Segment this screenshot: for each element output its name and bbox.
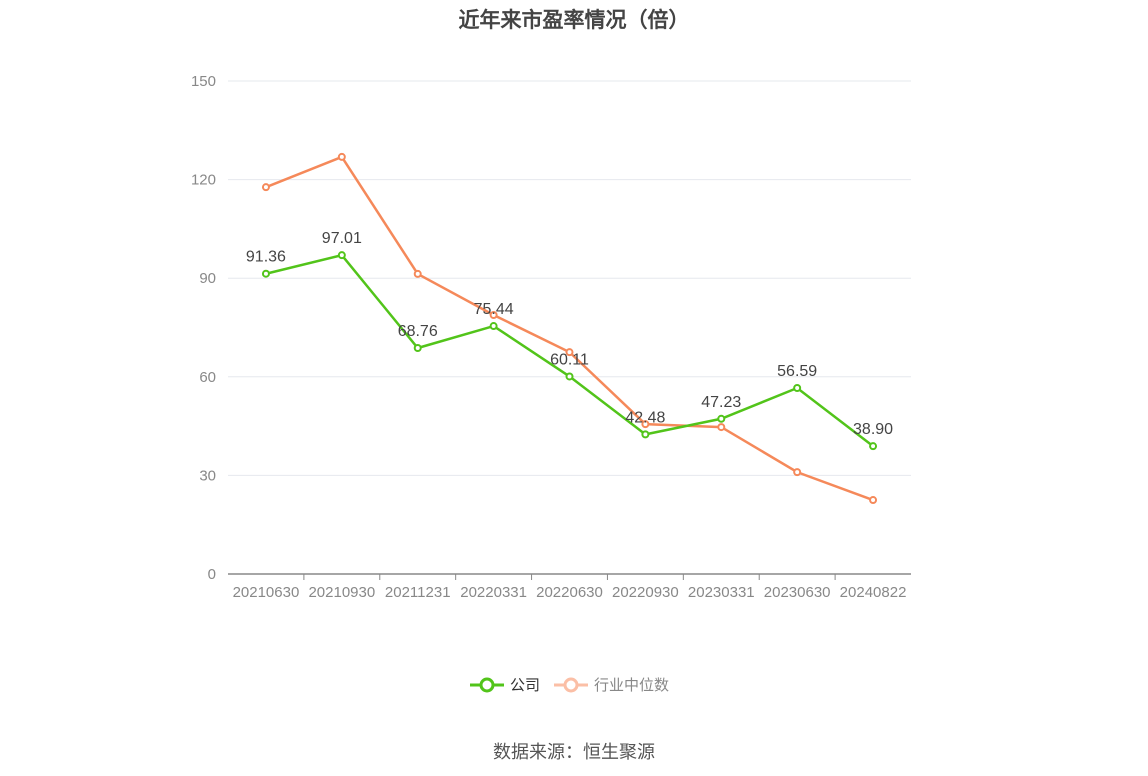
data-label: 38.90 (853, 421, 893, 438)
data-label: 47.23 (701, 394, 741, 411)
data-point (641, 420, 650, 429)
data-label: 42.48 (625, 409, 665, 426)
data-label: 75.44 (474, 301, 514, 318)
series-line-1 (265, 155, 874, 502)
x-tick-label: 20220630 (536, 584, 603, 601)
data-point (869, 496, 878, 505)
legend-item-company[interactable]: 公司 (470, 674, 540, 695)
y-tick-label: 60 (199, 369, 216, 386)
data-label: 56.59 (777, 363, 817, 380)
x-tick-label: 20240822 (840, 584, 907, 601)
y-tick-label: 90 (199, 270, 216, 287)
data-point (261, 183, 270, 192)
data-label: 97.01 (322, 230, 362, 247)
legend-marker-icon (554, 677, 589, 692)
data-point (489, 311, 498, 320)
data-point (413, 344, 422, 353)
data-point (869, 442, 878, 451)
legend-label: 公司 (510, 677, 541, 694)
data-point (641, 430, 650, 439)
x-tick-label: 20220331 (460, 584, 527, 601)
data-point (337, 152, 346, 161)
data-point (489, 322, 498, 331)
legend-item-industry-median[interactable]: 行业中位数 (554, 674, 669, 695)
data-point (261, 269, 270, 278)
line-chart: 0 30 60 90 120 150 20210630 20210930 20211231 202… (191, 73, 911, 601)
chart-title: 近年来市盈率情况（倍） (458, 9, 690, 32)
data-point (565, 348, 574, 357)
legend: 公司 行业中位数 (470, 674, 683, 695)
data-point (793, 468, 802, 477)
data-label: 91.36 (246, 249, 286, 266)
data-point (717, 414, 726, 423)
data-label: 60.11 (550, 351, 589, 368)
y-tick-label: 0 (208, 566, 216, 583)
legend-label: 行业中位数 (594, 677, 670, 694)
x-tick-label: 20210630 (233, 584, 300, 601)
data-label: 68.76 (398, 323, 438, 340)
y-tick-label: 30 (199, 467, 216, 484)
legend-marker-icon (470, 677, 504, 692)
y-tick-label: 120 (191, 172, 216, 189)
x-tick-label: 20230630 (764, 584, 831, 601)
data-point (565, 372, 574, 381)
x-tick-label: 20211231 (385, 584, 451, 601)
data-point (337, 251, 346, 260)
data-point (717, 423, 726, 432)
x-tick-label: 20230331 (688, 584, 755, 601)
data-point (793, 384, 802, 393)
y-tick-label: 150 (191, 73, 216, 90)
x-tick-label: 20210930 (308, 584, 375, 601)
data-source: 数据来源：恒生聚源 (493, 742, 655, 762)
x-tick-label: 20220930 (612, 584, 679, 601)
data-point (413, 269, 422, 278)
